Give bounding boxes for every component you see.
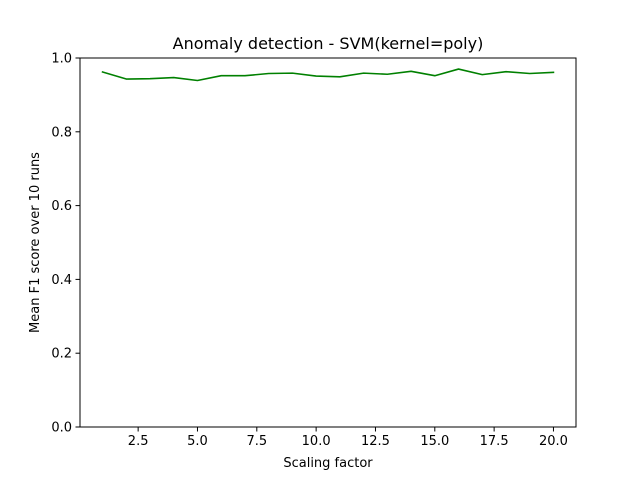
x-tick-label: 20.0 — [539, 434, 568, 449]
x-tick-label: 10.0 — [302, 434, 331, 449]
series-line-0 — [101, 68, 555, 82]
plot-area: 2.5 5.0 7.5 10.0 12.5 15.0 17.5 20.0 0.0 0.2 0.4 0.… — [51, 52, 577, 449]
y-tick-label: 0.8 — [51, 125, 72, 140]
y-tick-label: 0.6 — [51, 199, 72, 214]
chart-title: Anomaly detection - SVM(kernel=poly) — [173, 34, 484, 53]
x-tick-label: 5.0 — [187, 434, 208, 449]
x-tick-label: 17.5 — [480, 434, 509, 449]
x-axis-label: Scaling factor — [283, 456, 373, 471]
y-axis-label: Mean F1 score over 10 runs — [28, 152, 43, 333]
x-tick-label: 2.5 — [128, 434, 149, 449]
y-tick-label: 1.0 — [51, 52, 72, 67]
x-tick-label: 12.5 — [361, 434, 390, 449]
y-tick-label: 0.2 — [51, 347, 72, 362]
axes-frame — [79, 57, 577, 428]
x-tick-label: 15.0 — [420, 434, 449, 449]
y-tick-label: 0.0 — [51, 421, 72, 436]
y-tick-label: 0.4 — [51, 273, 72, 288]
x-tick-label: 7.5 — [246, 434, 267, 449]
